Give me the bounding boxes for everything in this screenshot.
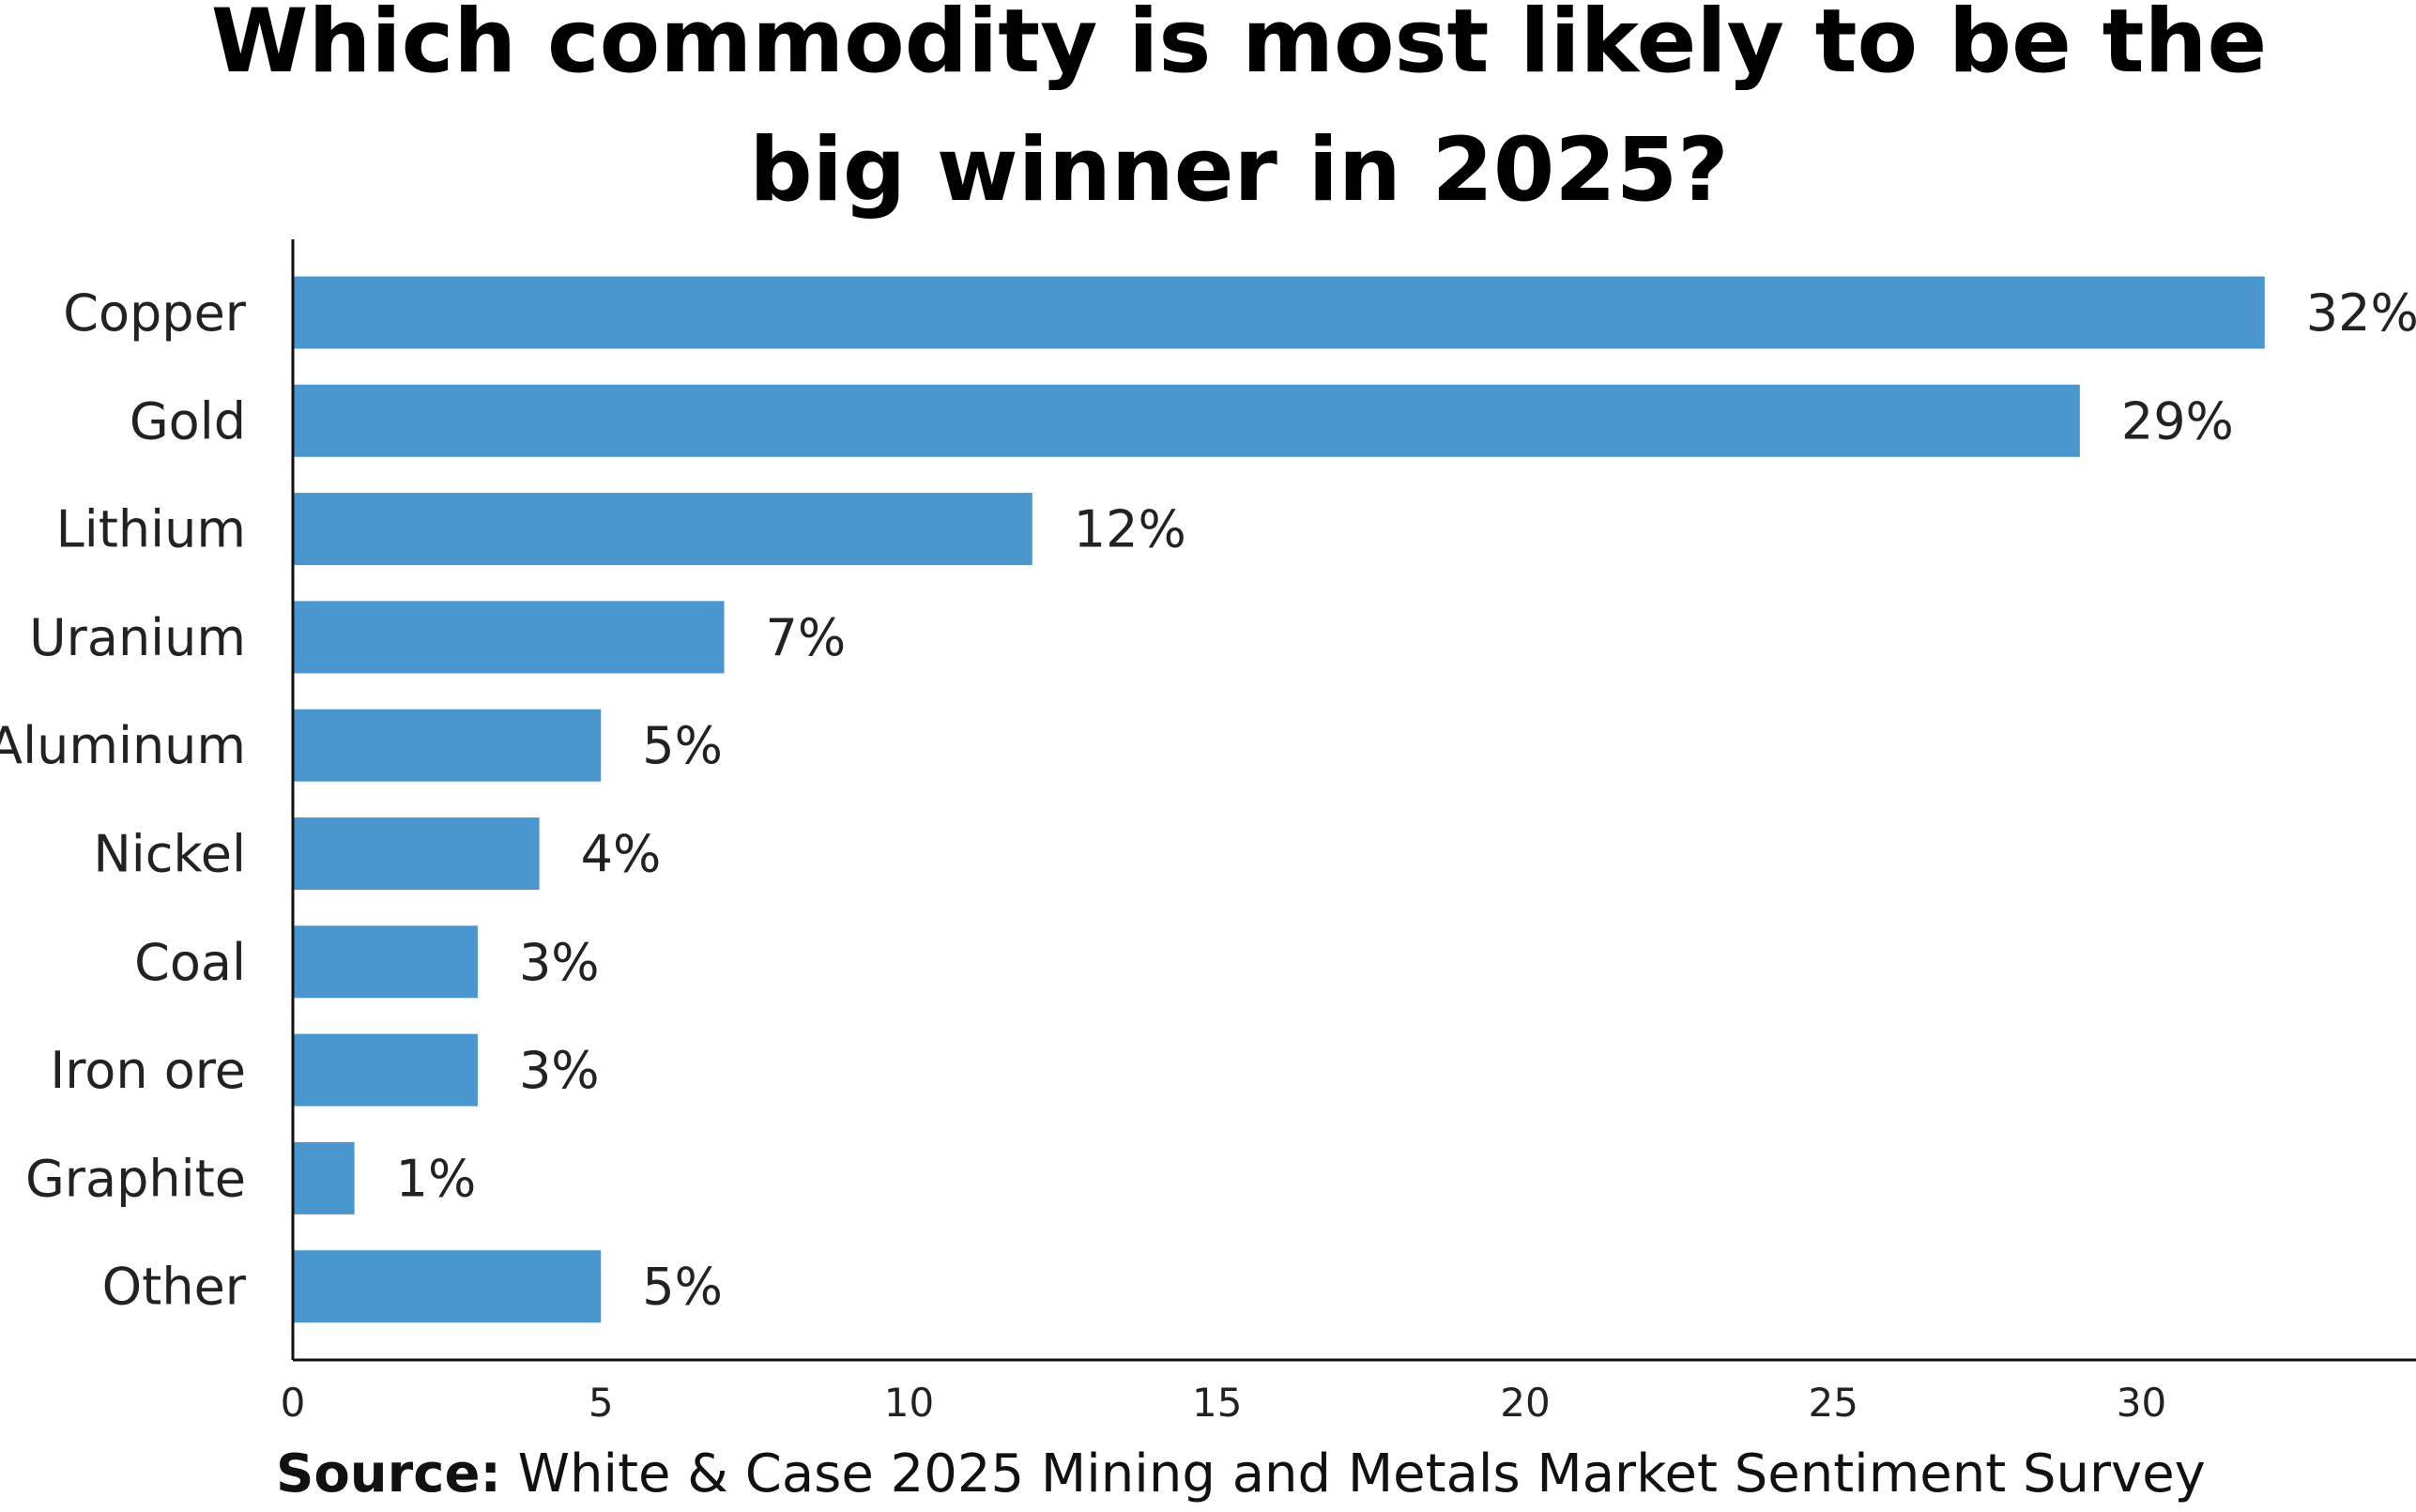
category-labels-group: Copper Gold Lithium Uranium Aluminum Nickel Co… [0,283,247,1317]
source-note: Source: White & Case 2025 Mining and Met… [276,1443,2206,1504]
x-tick-label-30: 30 [2117,1380,2166,1426]
x-tick-label-10: 10 [884,1380,934,1426]
category-label-gold: Gold [130,391,246,451]
source-text: White & Case 2025 Mining and Metals Mark… [501,1443,2206,1504]
x-axis-ticks-group: 0 5 10 15 20 25 30 [281,1380,2167,1426]
category-label-other: Other [102,1258,247,1317]
category-label-lithium: Lithium [56,500,246,559]
x-tick-label-15: 15 [1192,1380,1242,1426]
source-prefix: Source: [276,1443,501,1504]
x-tick-label-25: 25 [1809,1380,1858,1426]
category-label-coal: Coal [134,933,246,992]
value-labels-group: 32% 29% 12% 7% 5% 4% 3% 3% 1% 5% [396,283,2416,1317]
x-tick-label-5: 5 [589,1380,614,1426]
value-label-graphite: 1% [396,1149,477,1208]
value-label-other: 5% [642,1258,723,1317]
bar-copper [293,276,2265,349]
bar-graphite [293,1141,355,1214]
bar-coal [293,925,478,999]
value-label-aluminum: 5% [642,716,723,775]
category-label-iron-ore: Iron ore [50,1041,246,1100]
chart-title-line-1: Which commodity is most likely to be the [211,0,2267,93]
category-label-graphite: Graphite [25,1149,246,1208]
x-tick-label-20: 20 [1500,1380,1550,1426]
category-label-aluminum: Aluminum [0,716,246,775]
chart-title-line-2: big winner in 2025? [749,119,1728,221]
bar-gold [293,384,2080,457]
bar-aluminum [293,709,602,782]
x-tick-label-0: 0 [281,1380,306,1426]
value-label-gold: 29% [2121,391,2234,451]
value-label-lithium: 12% [1074,500,1186,559]
value-label-iron-ore: 3% [519,1041,600,1100]
bars-group [293,276,2265,1323]
value-label-nickel: 4% [581,825,662,884]
bar-uranium [293,601,725,674]
value-label-coal: 3% [519,933,600,992]
bar-other [293,1250,602,1323]
category-label-nickel: Nickel [93,825,246,884]
bar-iron-ore [293,1033,478,1107]
category-label-uranium: Uranium [29,608,246,667]
bar-lithium [293,493,1032,566]
category-label-copper: Copper [63,283,247,343]
value-label-uranium: 7% [766,608,847,667]
bar-nickel [293,817,540,890]
value-label-copper: 32% [2306,283,2416,343]
